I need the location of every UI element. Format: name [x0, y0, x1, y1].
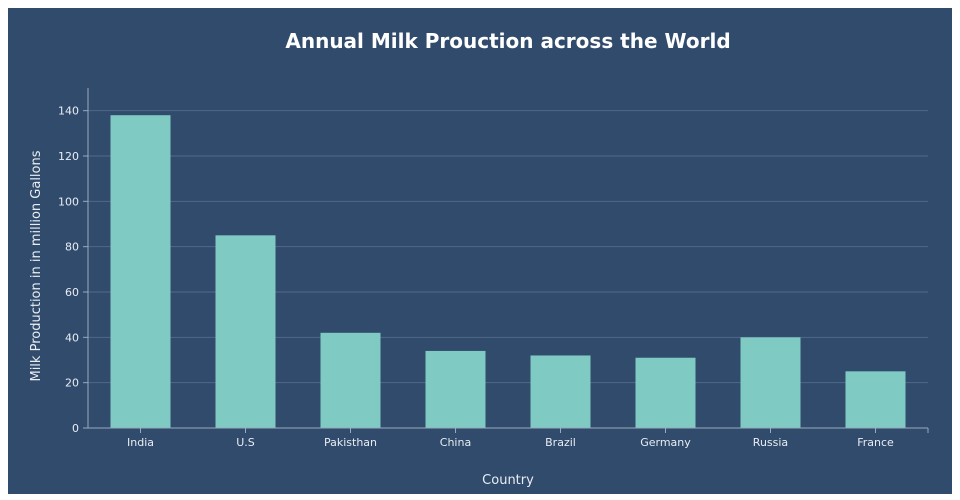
bars — [110, 115, 906, 428]
x-tick-label: China — [440, 436, 471, 449]
y-tick-label: 20 — [65, 377, 79, 390]
x-tick-label: Brazil — [545, 436, 576, 449]
grid-lines — [88, 110, 928, 384]
x-tick-labels: India U.S Pakisthan China Brazil Germany Russi… — [127, 428, 894, 449]
y-tick-label: 0 — [72, 422, 79, 435]
bar-india — [110, 115, 171, 428]
y-tick-label: 60 — [65, 286, 79, 299]
bar-russia — [740, 337, 801, 428]
x-tick-label: U.S — [236, 436, 255, 449]
x-tick-label: India — [127, 436, 154, 449]
y-tick-label: 40 — [65, 331, 79, 344]
bar-u-s — [215, 235, 276, 428]
y-tick-label: 120 — [58, 150, 79, 163]
x-tick-label: Germany — [640, 436, 691, 449]
bar-brazil — [530, 355, 591, 428]
bar-pakisthan — [320, 332, 381, 428]
y-tick-labels: 0 20 40 60 80 100 120 140 — [58, 105, 88, 435]
x-tick-label: Pakisthan — [324, 436, 377, 449]
x-axis-title: Country — [482, 473, 534, 488]
x-tick-label: France — [857, 436, 894, 449]
axes — [87, 88, 929, 433]
bar-france — [845, 371, 906, 428]
bar-germany — [635, 357, 696, 428]
y-tick-label: 140 — [58, 105, 79, 118]
chart-panel: Annual Milk Prouction across the World 0… — [8, 8, 952, 494]
x-tick-label: Russia — [753, 436, 788, 449]
chart-title: Annual Milk Prouction across the World — [285, 29, 730, 53]
y-tick-label: 80 — [65, 241, 79, 254]
bar-chart: Annual Milk Prouction across the World 0… — [29, 29, 929, 488]
bar-china — [425, 350, 486, 428]
y-tick-label: 100 — [58, 195, 79, 208]
y-axis-title: Milk Production in in million Gallons — [29, 150, 44, 381]
